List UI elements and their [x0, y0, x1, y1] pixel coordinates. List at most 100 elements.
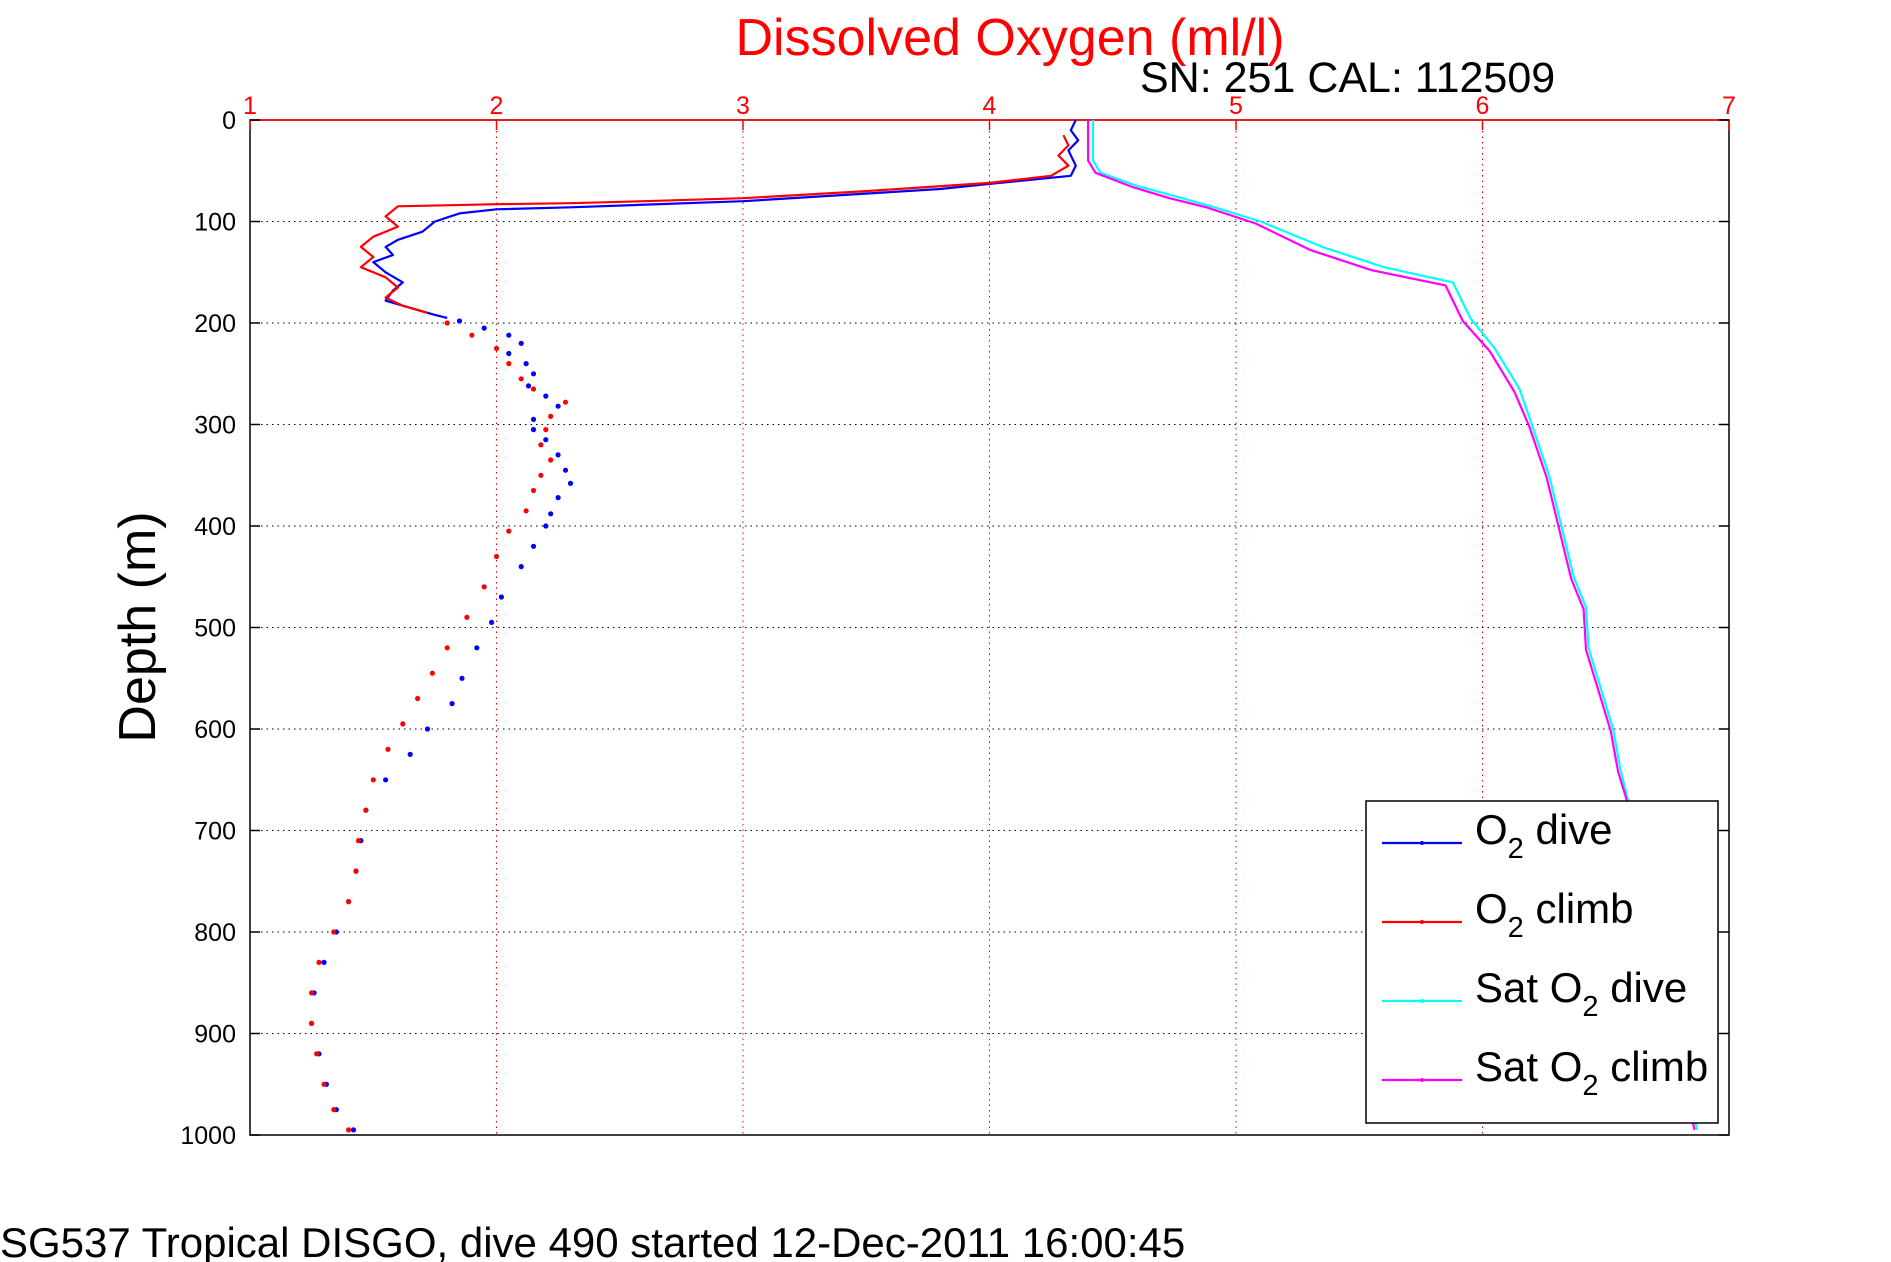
- x-tick-label: 4: [983, 92, 997, 120]
- y-axis-label: Depth (m): [109, 511, 167, 742]
- data-point: [506, 350, 512, 357]
- data-point: [400, 721, 406, 727]
- grid: [250, 120, 1729, 1135]
- data-point: [567, 480, 574, 486]
- x-tick-label: 6: [1476, 92, 1490, 120]
- data-point: [555, 495, 561, 501]
- data-point: [530, 371, 537, 377]
- data-point: [562, 467, 569, 473]
- data-point: [538, 472, 544, 478]
- data-point: [548, 413, 554, 419]
- data-point: [530, 543, 537, 549]
- data-point: [543, 393, 549, 399]
- data-point: [555, 452, 561, 458]
- data-point: [321, 959, 327, 966]
- data-point: [548, 457, 554, 463]
- y-tick-label: 0: [222, 107, 236, 135]
- data-point: [363, 807, 369, 813]
- data-point: [481, 325, 487, 331]
- data-point: [538, 442, 544, 448]
- legend-marker: [1420, 920, 1424, 924]
- data-point: [518, 340, 524, 346]
- legend-marker: [1420, 1078, 1424, 1082]
- data-point: [459, 675, 465, 681]
- data-point: [493, 345, 500, 351]
- data-point: [530, 487, 537, 494]
- y-tick-label: 100: [194, 209, 236, 237]
- data-point: [355, 838, 362, 844]
- legend-box: [1365, 800, 1719, 1124]
- data-point: [474, 645, 480, 651]
- data-point: [562, 399, 569, 405]
- data-point: [493, 553, 500, 560]
- x-tick-label: 2: [490, 92, 504, 120]
- data-point: [506, 528, 512, 534]
- dive-footer: SG537 Tropical DISGO, dive 490 started 1…: [0, 1219, 1185, 1262]
- data-point: [407, 751, 413, 758]
- data-point: [331, 929, 337, 935]
- data-point: [498, 594, 504, 600]
- chart-subtitle: SN: 251 CAL: 112509: [1140, 54, 1555, 102]
- data-point: [469, 332, 475, 338]
- data-point: [530, 416, 537, 422]
- data-point: [543, 437, 549, 443]
- data-point: [525, 383, 532, 389]
- legend-label: O2 dive: [1475, 806, 1613, 865]
- data-point: [506, 361, 512, 367]
- data-point: [321, 1081, 327, 1087]
- series-line: [359, 134, 1070, 314]
- x-tick-label: 3: [736, 92, 750, 120]
- data-point: [309, 990, 315, 996]
- legend: O2 dive O2 climb Sat O2 dive Sat O2 climb: [1365, 800, 1719, 1124]
- data-point: [449, 701, 455, 707]
- data-point: [346, 899, 352, 905]
- legend-label: O2 climb: [1475, 885, 1634, 944]
- series-line: [372, 119, 1080, 319]
- y-tick-label: 300: [194, 412, 236, 440]
- y-tick-label: 700: [194, 818, 236, 846]
- data-point: [314, 1051, 320, 1057]
- data-point: [350, 1127, 357, 1133]
- data-point: [444, 320, 450, 326]
- data-point: [383, 777, 389, 783]
- data-point: [316, 959, 322, 966]
- data-point: [456, 318, 463, 324]
- x-tick-label: 1: [243, 92, 257, 120]
- chart-title: Dissolved Oxygen (ml/l): [735, 9, 1284, 67]
- x-tick-label: 5: [1229, 92, 1243, 120]
- legend-marker: [1420, 999, 1424, 1003]
- legend-label: Sat O2 climb: [1475, 1043, 1708, 1102]
- data-point: [543, 523, 549, 529]
- series-dots: [309, 320, 569, 1133]
- y-tick-label: 400: [194, 513, 236, 541]
- data-point: [415, 695, 421, 702]
- data-point: [309, 1020, 315, 1026]
- x-tick-label: 7: [1722, 92, 1736, 120]
- legend-marker: [1420, 841, 1424, 845]
- data-point: [385, 746, 391, 752]
- data-point: [370, 777, 376, 783]
- y-axis-ticks: 0 100 200 300 400 500 600 700 800 900 1000: [180, 107, 1729, 1150]
- data-point: [489, 619, 495, 626]
- data-point: [518, 564, 524, 570]
- y-tick-label: 800: [194, 919, 236, 947]
- data-point: [523, 361, 529, 367]
- data-point: [555, 403, 561, 409]
- y-tick-label: 1000: [180, 1122, 236, 1150]
- y-tick-label: 600: [194, 716, 236, 744]
- y-tick-label: 500: [194, 615, 236, 643]
- data-point: [530, 427, 537, 433]
- data-point: [481, 584, 487, 590]
- series-dots: [309, 318, 574, 1133]
- data-point: [424, 726, 431, 732]
- data-point: [331, 1107, 337, 1113]
- legend-label: Sat O2 dive: [1475, 964, 1687, 1023]
- data-point: [518, 376, 524, 382]
- data-point: [548, 511, 554, 517]
- data-point: [444, 645, 450, 651]
- data-point: [523, 508, 529, 514]
- y-tick-label: 900: [194, 1021, 236, 1049]
- y-tick-label: 200: [194, 310, 236, 338]
- data-point: [429, 670, 435, 676]
